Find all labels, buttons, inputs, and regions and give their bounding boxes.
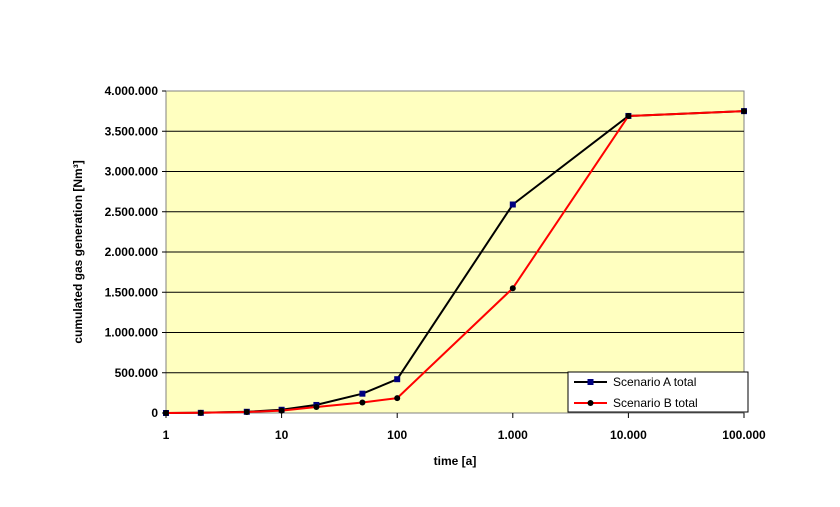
y-tick-label-5: 2.500.000 (105, 205, 159, 219)
y-axis-title: cumulated gas generation [Nm³] (71, 160, 85, 343)
legend-label-scenario-a: Scenario A total (613, 375, 696, 389)
y-tick-label-1: 500.000 (115, 366, 159, 380)
x-tick-label-4: 10.000 (610, 428, 647, 442)
legend: Scenario A total Scenario B total (567, 371, 749, 413)
y-tick-label-6: 3.000.000 (105, 165, 159, 179)
data-point-1-1 (197, 409, 204, 416)
x-tick-label-3: 1.000 (498, 428, 528, 442)
data-point-0-7 (509, 201, 516, 208)
y-tick-label-3: 1.500.000 (105, 285, 159, 299)
data-point-1-3 (278, 407, 285, 414)
data-point-1-4 (313, 403, 320, 410)
data-point-1-8 (625, 112, 632, 119)
x-tick-label-2: 100 (387, 428, 407, 442)
legend-label-scenario-b: Scenario B total (613, 396, 698, 410)
data-point-1-7 (509, 285, 516, 292)
series-scenario-b (163, 108, 747, 416)
data-point-1-0 (163, 410, 169, 416)
x-tick-label-5: 100.000 (722, 428, 766, 442)
legend-marker-scenario-b (587, 400, 594, 406)
data-point-1-6 (394, 395, 401, 402)
y-tick-label-4: 2.000.000 (105, 245, 159, 259)
data-point-1-2 (243, 409, 250, 416)
data-point-1-5 (359, 399, 366, 406)
y-axis: 0 500.000 1.000.000 1.500.000 2.000.000 2.500… (105, 84, 166, 420)
y-tick-label-7: 3.500.000 (105, 124, 159, 138)
y-tick-label-2: 1.000.000 (105, 326, 159, 340)
data-point-1-9 (741, 108, 747, 115)
legend-marker-scenario-a (587, 379, 594, 385)
y-tick-label-8: 4.000.000 (105, 84, 159, 98)
x-axis: 1 10 100 1.000 10.000 100.000 (163, 413, 766, 442)
x-tick-label-0: 1 (163, 428, 170, 442)
legend-box (567, 371, 749, 413)
x-tick-label-1: 10 (275, 428, 289, 442)
data-point-0-5 (359, 390, 366, 397)
series-layer (163, 108, 747, 416)
series-line-1 (165, 110, 745, 414)
x-axis-title: time [a] (434, 454, 477, 468)
y-tick-label-0: 0 (151, 406, 158, 420)
data-point-0-6 (394, 376, 401, 383)
